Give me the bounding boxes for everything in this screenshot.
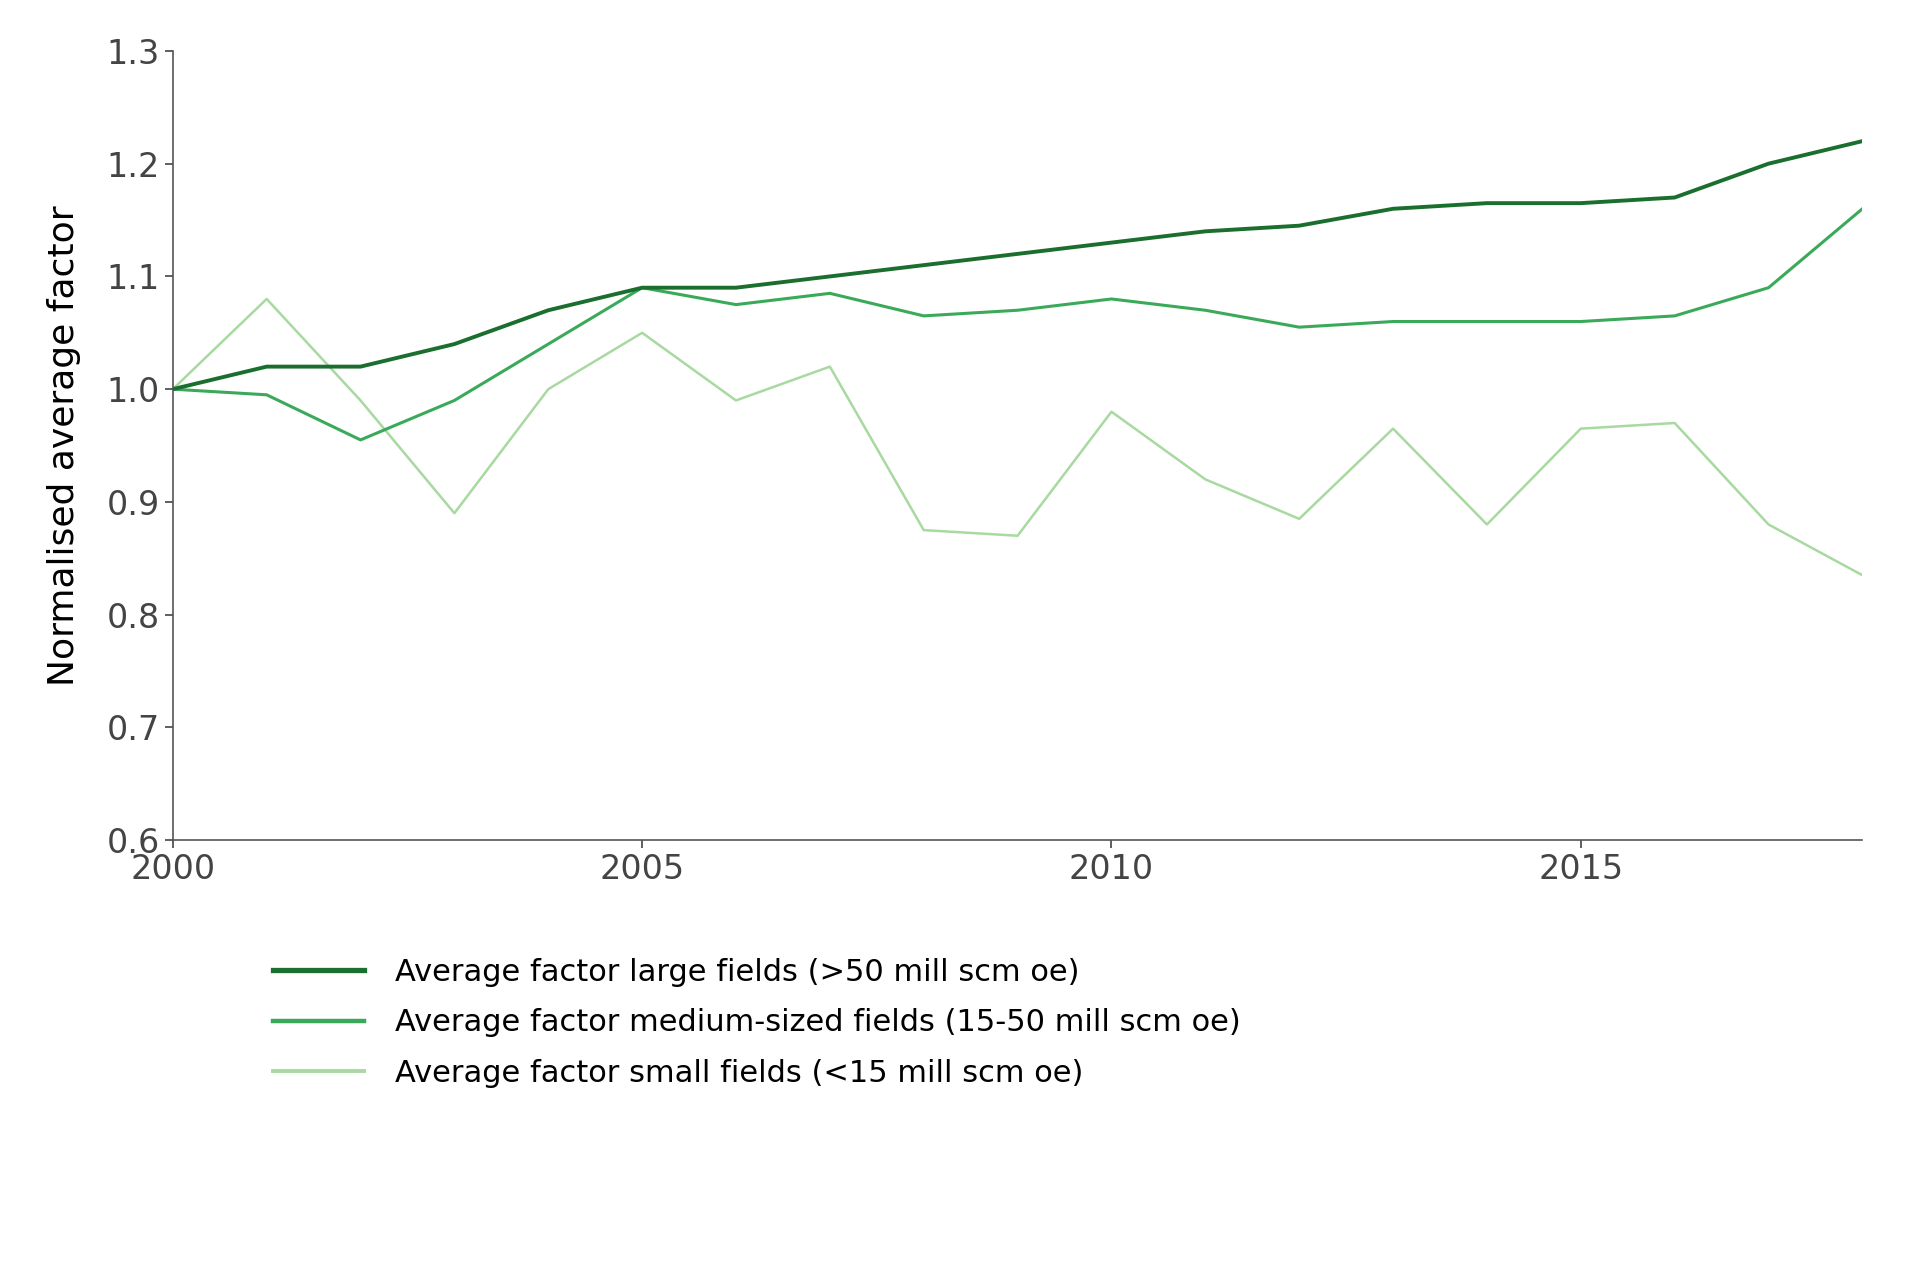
Average factor medium-sized fields (15-50 mill scm oe): [538, 336, 561, 351]
Average factor medium-sized fields (15-50 mill scm oe): [255, 387, 278, 402]
Average factor small fields (<15 mill scm oe): [1100, 404, 1123, 419]
Line: Average factor medium-sized fields (15-50 mill scm oe): Average factor medium-sized fields (15-5…: [173, 209, 1862, 440]
Average factor medium-sized fields (15-50 mill scm oe): [1194, 303, 1217, 318]
Average factor medium-sized fields (15-50 mill scm oe): [1006, 303, 1029, 318]
Average factor medium-sized fields (15-50 mill scm oe): [912, 308, 935, 323]
Average factor small fields (<15 mill scm oe): [630, 325, 653, 340]
Average factor large fields (>50 mill scm oe): [1475, 196, 1498, 211]
Y-axis label: Normalised average factor: Normalised average factor: [48, 205, 81, 686]
Average factor large fields (>50 mill scm oe): [1006, 246, 1029, 261]
Average factor large fields (>50 mill scm oe): [1851, 134, 1874, 149]
Average factor large fields (>50 mill scm oe): [1663, 190, 1686, 205]
Average factor medium-sized fields (15-50 mill scm oe): [1851, 201, 1874, 216]
Average factor small fields (<15 mill scm oe): [1288, 512, 1311, 527]
Average factor small fields (<15 mill scm oe): [1569, 421, 1592, 437]
Average factor small fields (<15 mill scm oe): [538, 382, 561, 397]
Average factor small fields (<15 mill scm oe): [1475, 517, 1498, 532]
Average factor small fields (<15 mill scm oe): [1382, 421, 1405, 437]
Average factor large fields (>50 mill scm oe): [161, 382, 184, 397]
Line: Average factor large fields (>50 mill scm oe): Average factor large fields (>50 mill sc…: [173, 141, 1862, 390]
Average factor medium-sized fields (15-50 mill scm oe): [1382, 314, 1405, 330]
Average factor large fields (>50 mill scm oe): [538, 303, 561, 318]
Average factor large fields (>50 mill scm oe): [724, 280, 747, 295]
Average factor large fields (>50 mill scm oe): [1382, 201, 1405, 216]
Average factor medium-sized fields (15-50 mill scm oe): [444, 393, 467, 409]
Average factor large fields (>50 mill scm oe): [1757, 157, 1780, 172]
Legend: Average factor large fields (>50 mill scm oe), Average factor medium-sized field: Average factor large fields (>50 mill sc…: [273, 959, 1240, 1088]
Average factor medium-sized fields (15-50 mill scm oe): [1757, 280, 1780, 295]
Average factor large fields (>50 mill scm oe): [349, 359, 372, 374]
Average factor large fields (>50 mill scm oe): [818, 269, 841, 284]
Average factor large fields (>50 mill scm oe): [1194, 224, 1217, 239]
Average factor large fields (>50 mill scm oe): [630, 280, 653, 295]
Average factor large fields (>50 mill scm oe): [912, 257, 935, 272]
Average factor small fields (<15 mill scm oe): [161, 382, 184, 397]
Average factor medium-sized fields (15-50 mill scm oe): [1569, 314, 1592, 330]
Average factor large fields (>50 mill scm oe): [1288, 218, 1311, 233]
Average factor large fields (>50 mill scm oe): [255, 359, 278, 374]
Average factor large fields (>50 mill scm oe): [1569, 196, 1592, 211]
Average factor small fields (<15 mill scm oe): [1006, 528, 1029, 544]
Average factor medium-sized fields (15-50 mill scm oe): [1663, 308, 1686, 323]
Average factor medium-sized fields (15-50 mill scm oe): [724, 297, 747, 312]
Average factor small fields (<15 mill scm oe): [349, 393, 372, 409]
Average factor small fields (<15 mill scm oe): [1757, 517, 1780, 532]
Average factor small fields (<15 mill scm oe): [1851, 568, 1874, 583]
Line: Average factor small fields (<15 mill scm oe): Average factor small fields (<15 mill sc…: [173, 299, 1862, 575]
Average factor small fields (<15 mill scm oe): [818, 359, 841, 374]
Average factor medium-sized fields (15-50 mill scm oe): [1100, 292, 1123, 307]
Average factor large fields (>50 mill scm oe): [1100, 236, 1123, 251]
Average factor small fields (<15 mill scm oe): [444, 505, 467, 521]
Average factor medium-sized fields (15-50 mill scm oe): [349, 433, 372, 448]
Average factor medium-sized fields (15-50 mill scm oe): [161, 382, 184, 397]
Average factor small fields (<15 mill scm oe): [1194, 472, 1217, 488]
Average factor small fields (<15 mill scm oe): [912, 522, 935, 537]
Average factor medium-sized fields (15-50 mill scm oe): [630, 280, 653, 295]
Average factor small fields (<15 mill scm oe): [255, 292, 278, 307]
Average factor small fields (<15 mill scm oe): [724, 393, 747, 409]
Average factor medium-sized fields (15-50 mill scm oe): [1288, 320, 1311, 335]
Average factor large fields (>50 mill scm oe): [444, 336, 467, 351]
Average factor medium-sized fields (15-50 mill scm oe): [1475, 314, 1498, 330]
Average factor small fields (<15 mill scm oe): [1663, 415, 1686, 430]
Average factor medium-sized fields (15-50 mill scm oe): [818, 285, 841, 300]
